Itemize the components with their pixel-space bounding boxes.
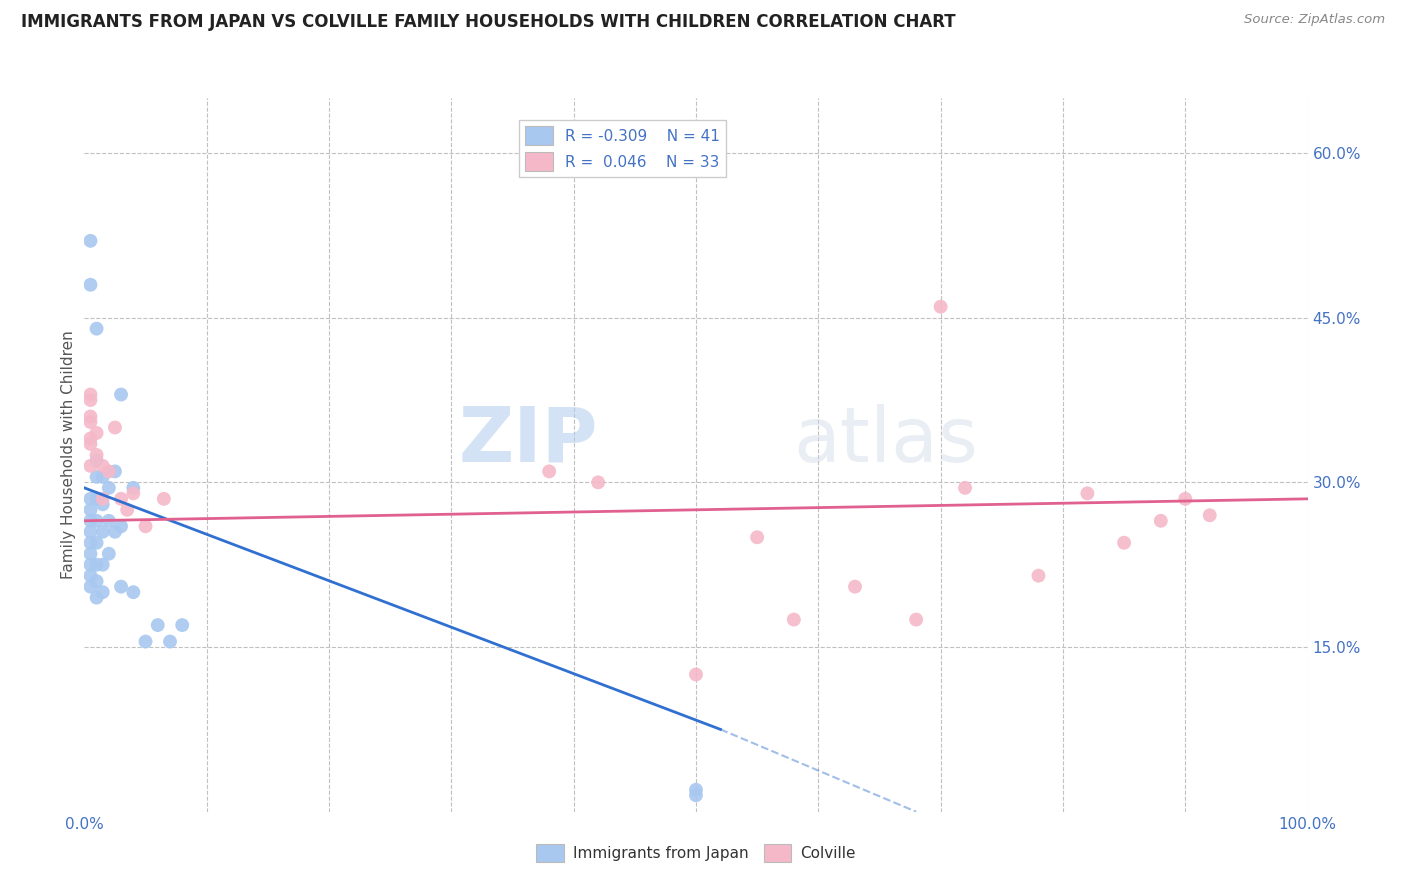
Point (844, 580, 866, 594)
Point (86, 491, 108, 506)
Point (153, 491, 176, 506)
Point (1174, 491, 1197, 506)
Point (172, 618, 194, 632)
Point (86, 591, 108, 605)
Point (79, 491, 101, 506)
Point (79, 568, 101, 582)
Point (122, 481, 145, 495)
Point (685, 667, 707, 681)
Point (1150, 514, 1173, 528)
Point (79, 547, 101, 561)
Point (86, 535, 108, 549)
Point (91, 585, 114, 599)
Point (79, 437, 101, 451)
Point (79, 514, 101, 528)
Point (97, 514, 120, 528)
Point (115, 503, 138, 517)
Point (159, 634, 181, 648)
Point (86, 558, 108, 572)
Point (110, 491, 132, 506)
Point (110, 519, 132, 533)
Point (104, 420, 127, 434)
Point (91, 458, 114, 473)
Point (79, 277, 101, 292)
Point (79, 524, 101, 539)
Point (97, 547, 120, 561)
Point (79, 234, 101, 248)
Point (86, 514, 108, 528)
Point (79, 558, 101, 572)
Point (1076, 486, 1098, 500)
Point (79, 580, 101, 594)
Point (110, 387, 132, 401)
Point (79, 432, 101, 446)
Point (122, 585, 145, 599)
Point (685, 789, 707, 803)
Point (79, 535, 101, 549)
Point (747, 530, 769, 544)
Point (91, 524, 114, 539)
Text: IMMIGRANTS FROM JAPAN VS COLVILLE FAMILY HOUSEHOLDS WITH CHILDREN CORRELATION CH: IMMIGRANTS FROM JAPAN VS COLVILLE FAMILY… (21, 13, 956, 31)
Point (953, 481, 976, 495)
Text: atlas: atlas (794, 404, 979, 477)
Point (86, 470, 108, 484)
Point (91, 470, 114, 484)
Point (79, 503, 101, 517)
Point (122, 486, 145, 500)
Point (1114, 535, 1136, 549)
Text: Source: ZipAtlas.com: Source: ZipAtlas.com (1244, 13, 1385, 27)
Point (86, 453, 108, 467)
Point (86, 574, 108, 589)
Text: ZIP: ZIP (458, 404, 598, 477)
Point (1028, 568, 1050, 582)
Point (91, 491, 114, 506)
Point (79, 392, 101, 407)
Point (79, 415, 101, 429)
Point (97, 481, 120, 495)
Point (905, 613, 928, 627)
Point (104, 524, 127, 539)
Point (783, 613, 806, 627)
Point (929, 300, 952, 314)
Point (86, 425, 108, 440)
Point (86, 321, 108, 335)
Point (79, 409, 101, 424)
Point (104, 464, 127, 478)
Point (91, 497, 114, 511)
Point (135, 519, 157, 533)
Point (685, 782, 707, 797)
Point (91, 558, 114, 572)
Point (538, 464, 561, 478)
Legend: Immigrants from Japan, Colville: Immigrants from Japan, Colville (530, 838, 862, 868)
Point (97, 464, 120, 478)
Point (79, 458, 101, 473)
Point (86, 448, 108, 462)
Point (1198, 508, 1220, 523)
Point (135, 634, 157, 648)
Point (146, 618, 169, 632)
Point (79, 387, 101, 401)
Point (110, 580, 132, 594)
Y-axis label: Family Households with Children: Family Households with Children (60, 331, 76, 579)
Point (586, 475, 609, 490)
